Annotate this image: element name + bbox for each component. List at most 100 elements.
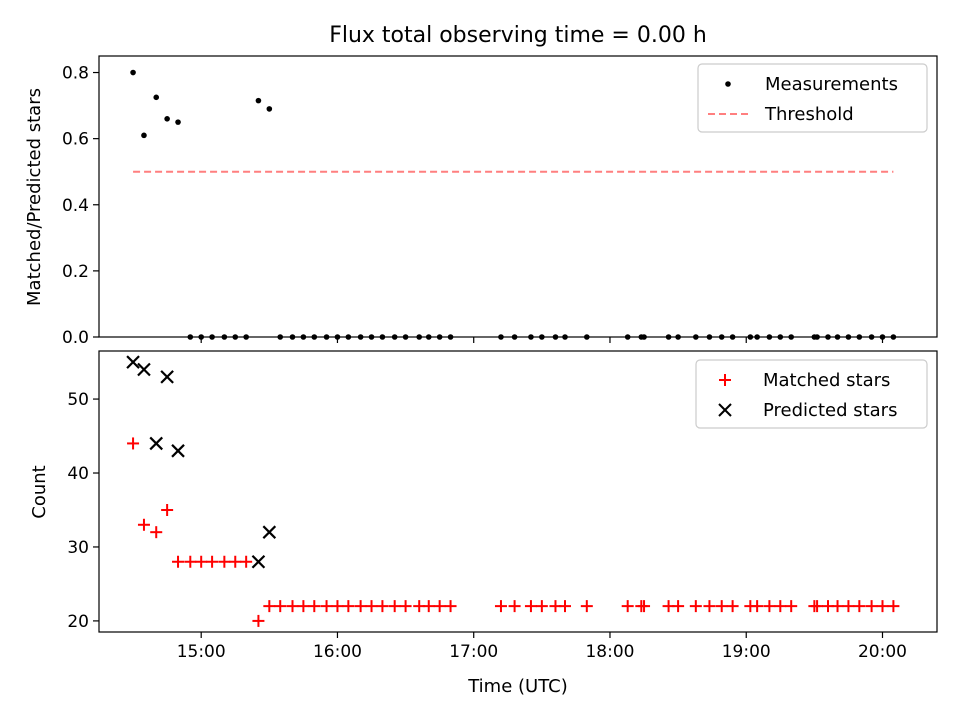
matched-stars-point [422, 600, 435, 613]
predicted-stars-point [171, 444, 185, 458]
matched-stars-point [689, 600, 702, 613]
matched-stars-point [494, 600, 507, 613]
predicted-stars-legend-label: Predicted stars [763, 400, 897, 421]
matched-stars-point [672, 600, 685, 613]
x-tick-label: 17:00 [449, 642, 498, 662]
matched-stars-point [240, 555, 253, 568]
top-y-tick-label: 0.6 [62, 130, 89, 150]
x-tick-label: 16:00 [313, 642, 362, 662]
matched-stars-point [508, 600, 521, 613]
matched-stars-point [365, 600, 378, 613]
bottom-legend-box [695, 359, 928, 429]
x-tick-label: 20:00 [858, 642, 907, 662]
matched-stars-point [444, 600, 457, 613]
matched-stars-point [376, 600, 389, 613]
matched-stars-point [831, 600, 844, 613]
x-tick-label: 18:00 [585, 642, 634, 662]
matched-stars-point [726, 600, 739, 613]
top-panel: 0.00.20.40.60.8 Matched/Predicted stars … [24, 55, 938, 348]
bottom-y-tick-label: 40 [67, 464, 89, 484]
predicted-stars-point [262, 525, 277, 539]
matched-stars-point [638, 600, 651, 613]
matched-stars-point [774, 600, 787, 613]
matched-stars-point [399, 600, 412, 613]
matched-stars-point [763, 600, 776, 613]
top-y-axis-ticks: 0.0 0.2 0.4 0.6 0.8 [62, 64, 99, 348]
predicted-stars-point [251, 554, 266, 569]
matched-stars-point [150, 526, 163, 539]
bottom-data-marks [126, 355, 900, 627]
matched-stars-point [354, 600, 367, 613]
top-legend-box [697, 63, 928, 133]
top-legend: Measurements Threshold [697, 63, 928, 133]
matched-stars-point [161, 503, 174, 516]
matched-stars-point [331, 600, 344, 613]
bottom-plot-frame [98, 350, 938, 633]
matched-stars-point [621, 600, 634, 613]
bottom-y-axis-label: Count [29, 465, 50, 518]
matched-stars-point [580, 600, 593, 613]
matched-stars-point [433, 600, 446, 613]
bottom-y-tick-label: 20 [67, 612, 89, 632]
matched-stars-point [195, 555, 208, 568]
matched-stars-point [252, 614, 265, 627]
matched-stars-point [535, 600, 548, 613]
matched-stars-point [842, 600, 855, 613]
top-y-tick-label: 0.2 [62, 262, 89, 282]
measurements-point [153, 94, 160, 101]
matched-stars-legend-label: Matched stars [763, 370, 890, 391]
matched-stars-point [876, 600, 889, 613]
matched-stars-legend-marker [719, 374, 731, 386]
matched-stars-point [172, 555, 185, 568]
matched-stars-point [206, 555, 219, 568]
matched-stars-point [286, 600, 299, 613]
matched-stars-point [263, 600, 276, 613]
measurements-point [175, 119, 181, 125]
bottom-y-tick-label: 30 [67, 538, 89, 558]
top-y-tick-label: 0.0 [62, 328, 89, 348]
top-y-tick-label: 0.8 [62, 64, 89, 84]
matched-stars-point [342, 600, 355, 613]
predicted-stars-point [126, 355, 140, 369]
measurements-legend-marker [725, 81, 731, 87]
matched-stars-point [887, 600, 900, 613]
matched-stars-point [320, 600, 333, 613]
top-y-tick-label: 0.4 [62, 196, 89, 216]
matched-stars-point [137, 518, 150, 531]
x-tick-label: 15:00 [177, 642, 226, 662]
top-plot-frame [98, 55, 938, 338]
measurements-point [130, 69, 136, 76]
measurements-point [141, 132, 147, 139]
matched-stars-point [524, 600, 537, 613]
measurements-point [164, 116, 170, 122]
measurements-point [255, 97, 262, 104]
matched-stars-point [853, 600, 866, 613]
measurements-point [266, 106, 273, 112]
matched-stars-point [715, 600, 728, 613]
measurements-legend-label: Measurements [765, 74, 898, 95]
matched-stars-point [751, 600, 764, 613]
matched-stars-point [703, 600, 716, 613]
x-tick-label: 19:00 [722, 642, 771, 662]
matched-stars-point [127, 437, 140, 450]
matched-stars-point [274, 600, 287, 613]
predicted-stars-point [137, 362, 151, 377]
predicted-stars-point [160, 370, 174, 384]
matched-stars-point [865, 600, 878, 613]
x-axis-label: Time (UTC) [467, 676, 568, 697]
matched-stars-point [785, 600, 798, 613]
bottom-y-tick-label: 50 [67, 390, 89, 410]
chart-title: Flux total observing time = 0.00 h [329, 23, 707, 48]
matched-stars-point [218, 555, 231, 568]
bottom-legend: Matched stars Predicted stars [695, 359, 928, 429]
top-y-axis-label: Matched/Predicted stars [24, 88, 45, 306]
bottom-y-axis-ticks: 20 30 40 50 [67, 390, 99, 632]
matched-stars-point [388, 600, 401, 613]
matched-stars-point [297, 600, 310, 613]
bottom-x-axis-ticks: 15:00 16:00 17:00 18:00 19:00 20:00 [177, 632, 907, 662]
predicted-stars-point [149, 436, 164, 451]
matched-stars-point [184, 555, 197, 568]
matched-stars-point [559, 600, 572, 613]
